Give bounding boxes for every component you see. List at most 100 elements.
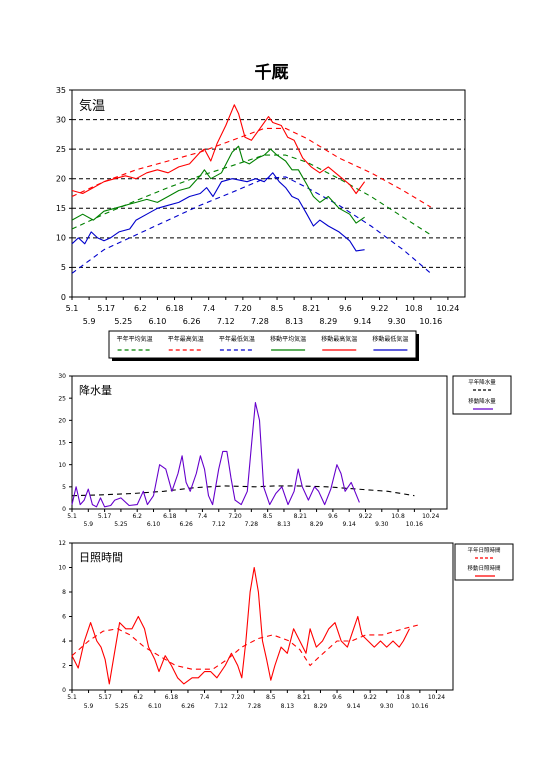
x-tick-label: 10.8 — [397, 694, 411, 701]
x-tick-label: 9.14 — [347, 703, 361, 710]
x-tick-label: 5.25 — [114, 317, 132, 326]
series-line — [71, 104, 366, 195]
series-line — [71, 624, 418, 670]
series-line — [71, 154, 432, 236]
y-tick-label: 30 — [56, 115, 66, 124]
x-tick-label: 7.20 — [228, 513, 242, 520]
x-tick-label: 6.10 — [147, 521, 161, 528]
x-tick-label: 8.29 — [310, 521, 324, 528]
legend-label: 平年平均気温 — [117, 335, 153, 343]
y-tick-label: 10 — [56, 234, 66, 243]
y-tick-label: 12 — [58, 540, 66, 547]
y-tick-label: 10 — [58, 565, 66, 572]
x-tick-label: 7.12 — [217, 317, 235, 326]
x-tick-label: 5.17 — [98, 694, 112, 701]
x-tick-label: 8.5 — [271, 304, 284, 313]
x-tick-label: 9.30 — [375, 521, 389, 528]
x-tick-label: 5.9 — [83, 317, 96, 326]
y-tick-label: 25 — [56, 145, 66, 154]
x-tick-label: 9.14 — [354, 317, 372, 326]
x-tick-label: 10.8 — [391, 513, 405, 520]
x-tick-label: 7.20 — [231, 694, 245, 701]
x-tick-label: 7.20 — [234, 304, 252, 313]
page-title: 千厩 — [254, 63, 289, 83]
x-tick-label: 6.26 — [181, 703, 195, 710]
x-tick-label: 6.10 — [148, 703, 162, 710]
legend-label: 移動最高気温 — [321, 335, 357, 343]
x-tick-label: 7.4 — [200, 694, 210, 701]
y-tick-label: 30 — [58, 373, 66, 380]
chart-panel: 0 5 10 15 20 25 30 5.1 5.17 6.2 6.18 7.4 7.20 8.5 8.21… — [58, 373, 448, 528]
y-tick-label: 5 — [62, 484, 66, 491]
series-line — [71, 176, 432, 274]
x-tick-label: 6.10 — [149, 317, 167, 326]
x-tick-label: 9.22 — [371, 304, 389, 313]
x-tick-label: 6.2 — [134, 304, 147, 313]
x-tick-label: 7.12 — [212, 521, 226, 528]
x-tick-label: 6.26 — [183, 317, 201, 326]
x-tick-label: 8.13 — [281, 703, 295, 710]
series-line — [71, 566, 410, 685]
x-tick-label: 10.16 — [411, 703, 428, 710]
legend-label: 移動最低気温 — [372, 335, 408, 343]
x-tick-label: 7.4 — [198, 513, 208, 520]
panel-label: 気温 — [79, 98, 105, 114]
y-tick-label: 35 — [56, 86, 66, 95]
series-line — [71, 485, 415, 497]
x-tick-label: 8.21 — [297, 694, 311, 701]
y-tick-label: 0 — [62, 687, 66, 694]
plot-frame — [71, 542, 454, 691]
x-tick-label: 8.13 — [277, 521, 291, 528]
x-tick-label: 8.5 — [266, 694, 276, 701]
x-tick-label: 9.14 — [342, 521, 356, 528]
x-tick-label: 9.30 — [388, 317, 406, 326]
x-tick-label: 7.4 — [202, 304, 215, 313]
x-tick-label: 8.21 — [302, 304, 320, 313]
y-tick-label: 15 — [56, 204, 66, 213]
x-tick-label: 9.6 — [332, 694, 342, 701]
x-tick-label: 10.16 — [406, 521, 423, 528]
legend-box — [454, 543, 514, 581]
y-tick-label: 20 — [58, 417, 66, 424]
x-tick-label: 5.9 — [84, 703, 94, 710]
y-tick-label: 2 — [62, 663, 66, 670]
x-tick-label: 7.28 — [248, 703, 262, 710]
series-line — [71, 172, 365, 252]
y-tick-label: 15 — [58, 440, 66, 447]
legend-label: 移動日照時間 — [467, 564, 501, 572]
x-tick-label: 6.2 — [133, 694, 143, 701]
y-tick-label: 8 — [62, 589, 66, 596]
x-tick-label: 6.18 — [163, 513, 177, 520]
chart-panel: 0 2 4 6 8 10 12 5.1 5.17 6.2 6.18 7.4 7.20 8.5 8.21 9.6… — [58, 540, 454, 710]
x-tick-label: 10.24 — [428, 694, 445, 701]
x-tick-label: 5.1 — [66, 304, 79, 313]
x-tick-label: 6.18 — [165, 694, 179, 701]
legend-label: 平年降水量 — [468, 378, 496, 386]
x-tick-label: 8.5 — [263, 513, 273, 520]
x-tick-label: 9.6 — [339, 304, 352, 313]
legend-label: 平年最高気温 — [168, 335, 204, 343]
legend-label: 移動降水量 — [468, 397, 496, 405]
legend-box — [108, 330, 417, 359]
plot-frame — [71, 89, 466, 298]
legend-box — [452, 375, 512, 415]
y-tick-label: 6 — [62, 614, 66, 621]
x-tick-label: 5.1 — [67, 513, 77, 520]
x-tick-label: 7.28 — [245, 521, 259, 528]
x-tick-label: 8.13 — [285, 317, 303, 326]
x-tick-label: 5.17 — [98, 513, 112, 520]
x-tick-label: 5.25 — [114, 521, 128, 528]
x-tick-label: 5.9 — [84, 521, 94, 528]
series-line — [71, 145, 365, 224]
x-tick-label: 5.17 — [97, 304, 115, 313]
panel-label: 日照時間 — [79, 551, 123, 564]
y-tick-label: 5 — [61, 263, 66, 272]
plot-frame — [71, 375, 448, 510]
x-tick-label: 10.8 — [405, 304, 423, 313]
x-tick-label: 10.24 — [422, 513, 439, 520]
x-tick-label: 5.1 — [67, 694, 77, 701]
y-tick-label: 10 — [58, 462, 66, 469]
